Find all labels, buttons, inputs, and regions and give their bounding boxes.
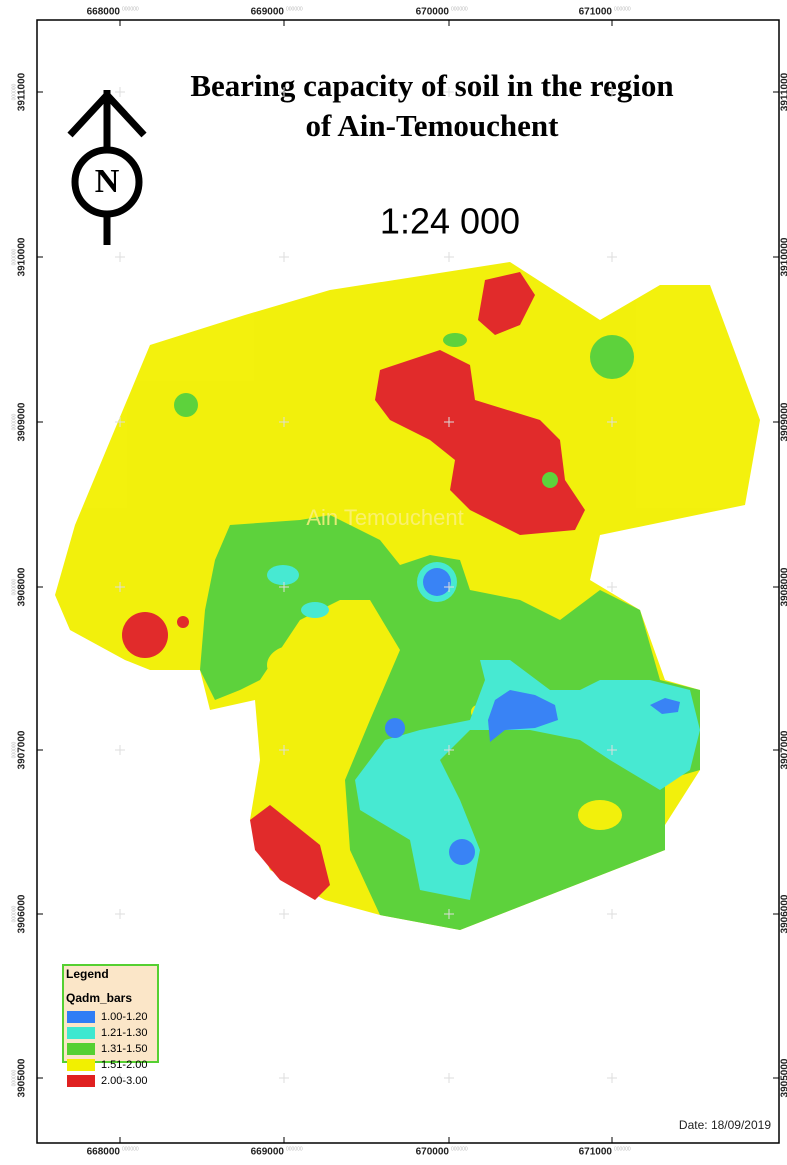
title-line: Bearing capacity of soil in the region [190, 68, 673, 103]
zone-yellow [578, 800, 622, 830]
zone-green [542, 472, 558, 488]
y-tick-label: 3911000 [780, 72, 787, 111]
zone-blue [423, 568, 451, 596]
zone-blue [449, 839, 475, 865]
legend-swatch [67, 1011, 95, 1023]
y-tick: 3907000 [780, 730, 787, 769]
x-tick-suffix: 000000 [122, 6, 139, 12]
y-tick: 3906000 [780, 894, 787, 933]
zone-yellow [267, 645, 323, 685]
x-tick-suffix: 000000 [451, 6, 468, 12]
legend-swatch [67, 1059, 95, 1071]
zone-blue [385, 718, 405, 738]
y-tick-label: 3905000 [780, 1058, 787, 1097]
y-tick-suffix: 000000 [11, 83, 17, 100]
y-tick: 3908000 [780, 567, 787, 606]
place-label: Ain Temouchent [306, 505, 463, 530]
y-tick: 3910000 [780, 237, 787, 276]
zone-green [590, 335, 634, 379]
legend-label: 1.31-1.50 [101, 1043, 147, 1055]
legend-label: 1.21-1.30 [101, 1027, 147, 1039]
legend-field: Qadm_bars [66, 991, 132, 1005]
zone-cyan [267, 565, 299, 585]
zone-green [174, 393, 198, 417]
x-tick-suffix: 000000 [614, 1146, 631, 1152]
page: Ain Temouchent N Bearing capacity of soi… [0, 0, 787, 1165]
x-tick-label: 668000 [87, 7, 121, 18]
x-tick-label: 671000 [579, 1147, 613, 1158]
y-tick-label: 3910000 [17, 237, 28, 276]
x-tick-label: 669000 [251, 7, 285, 18]
x-tick-label: 670000 [416, 1147, 450, 1158]
legend-swatch [67, 1043, 95, 1055]
y-tick-label: 3908000 [17, 567, 28, 606]
y-tick-label: 3910000 [780, 237, 787, 276]
y-tick-suffix: 000000 [11, 578, 17, 595]
zone-red [177, 616, 189, 628]
y-tick-suffix: 000000 [11, 905, 17, 922]
y-tick-label: 3911000 [17, 72, 28, 111]
x-tick-suffix: 000000 [122, 1146, 139, 1152]
y-tick-suffix: 000000 [11, 1069, 17, 1086]
map: Ain Temouchent N Bearing capacity of soi… [0, 0, 787, 1160]
y-tick: 3905000 [780, 1058, 787, 1097]
x-tick-suffix: 000000 [286, 1146, 303, 1152]
scale: 1:24 000 [380, 201, 520, 242]
y-tick-suffix: 000000 [11, 741, 17, 758]
y-tick-label: 3907000 [17, 730, 28, 769]
y-tick: 3909000 [780, 402, 787, 441]
y-tick-label: 3907000 [780, 730, 787, 769]
x-tick-suffix: 000000 [614, 6, 631, 12]
y-tick-label: 3905000 [17, 1058, 28, 1097]
y-tick-label: 3906000 [17, 894, 28, 933]
north-label: N [95, 163, 120, 200]
y-tick-label: 3906000 [780, 894, 787, 933]
y-tick: 3911000 [780, 72, 787, 111]
x-tick-suffix: 000000 [451, 1146, 468, 1152]
legend-label: 2.00-3.00 [101, 1075, 147, 1087]
x-tick-label: 671000 [579, 7, 613, 18]
date: Date: 18/09/2019 [679, 1118, 771, 1132]
legend-swatch [67, 1027, 95, 1039]
y-tick-label: 3908000 [780, 567, 787, 606]
zone-red [122, 612, 168, 658]
legend-title: Legend [66, 967, 109, 981]
x-tick-label: 669000 [251, 1147, 285, 1158]
x-tick-label: 670000 [416, 7, 450, 18]
y-tick-suffix: 000000 [11, 248, 17, 265]
legend-label: 1.00-1.20 [101, 1011, 147, 1023]
y-tick-label: 3909000 [17, 402, 28, 441]
zone-cyan [301, 602, 329, 618]
title-line: of Ain-Temouchent [306, 108, 560, 143]
zone-green [443, 333, 467, 347]
legend-label: 1.51-2.00 [101, 1059, 147, 1071]
y-tick-suffix: 000000 [11, 413, 17, 430]
y-tick-label: 3909000 [780, 402, 787, 441]
legend-swatch [67, 1075, 95, 1087]
x-tick-suffix: 000000 [286, 6, 303, 12]
x-tick-label: 668000 [87, 1147, 121, 1158]
